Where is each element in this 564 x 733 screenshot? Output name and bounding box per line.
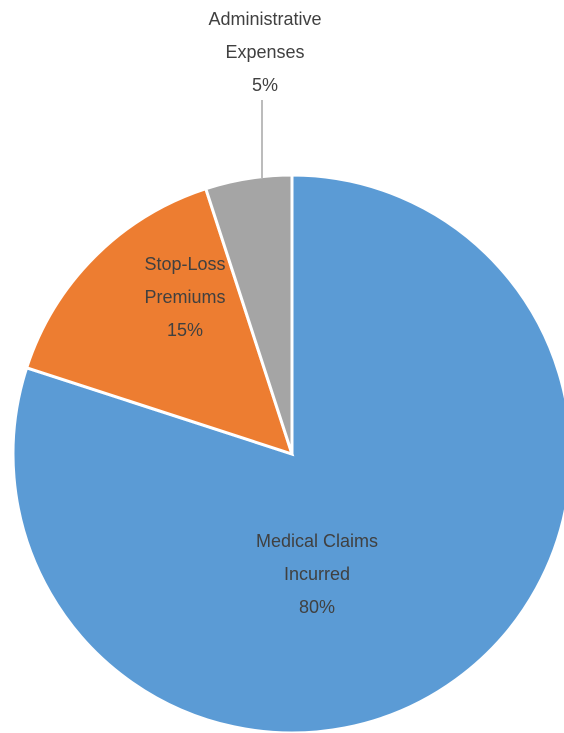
value-label: 15% <box>166 320 204 340</box>
data-label: Administrative Expenses 5% <box>195 3 335 102</box>
pie-slice <box>24 186 295 457</box>
data-label: Stop-Loss Premiums 15% <box>130 248 240 347</box>
pie-slice <box>203 173 294 455</box>
category-label: Medical Claims Incurred <box>255 531 379 584</box>
category-label: Stop-Loss Premiums <box>144 254 226 307</box>
value-label: 80% <box>298 597 336 617</box>
value-label: 5% <box>251 75 278 95</box>
category-label: Administrative Expenses <box>208 9 322 62</box>
data-label: Medical Claims Incurred 80% <box>237 525 397 624</box>
